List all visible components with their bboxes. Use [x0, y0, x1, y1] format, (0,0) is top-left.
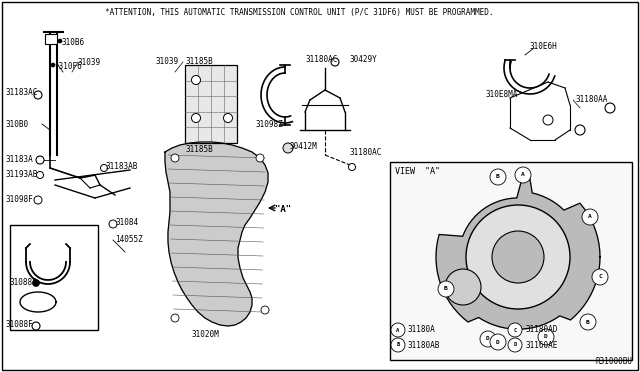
Text: 31098Z: 31098Z: [255, 120, 283, 129]
Text: 31088E: 31088E: [10, 278, 38, 287]
Text: 31183AC: 31183AC: [5, 88, 37, 97]
Text: A: A: [521, 173, 525, 177]
Circle shape: [466, 205, 570, 309]
Text: 30412M: 30412M: [290, 142, 317, 151]
Text: 31084: 31084: [115, 218, 138, 227]
Text: A: A: [588, 215, 592, 219]
Bar: [390, 162, 632, 360]
Circle shape: [605, 103, 615, 113]
Circle shape: [256, 154, 264, 162]
Circle shape: [34, 196, 42, 204]
Text: R31000BU: R31000BU: [595, 357, 632, 366]
Text: 310E8MA: 310E8MA: [485, 90, 517, 99]
Circle shape: [490, 334, 506, 350]
Text: "A": "A": [275, 205, 291, 214]
Text: 31180AB: 31180AB: [408, 340, 440, 350]
Text: 31020M: 31020M: [192, 330, 220, 339]
Circle shape: [109, 220, 117, 228]
Text: 31180A: 31180A: [408, 326, 436, 334]
Text: B: B: [444, 286, 448, 292]
Circle shape: [580, 314, 596, 330]
Text: 310B6: 310B6: [62, 38, 85, 47]
Text: 31039: 31039: [78, 58, 101, 67]
Text: *ATTENTION, THIS AUTOMATIC TRANSMISSION CONTROL UNIT (P/C 31DF6) MUST BE PROGRAM: *ATTENTION, THIS AUTOMATIC TRANSMISSION …: [105, 8, 493, 17]
Circle shape: [538, 329, 554, 345]
Circle shape: [58, 39, 62, 43]
Text: D: D: [486, 337, 490, 341]
Text: D: D: [496, 340, 500, 344]
Circle shape: [51, 63, 55, 67]
Text: 31180AD: 31180AD: [525, 326, 557, 334]
Circle shape: [261, 306, 269, 314]
Circle shape: [36, 171, 44, 179]
Text: C: C: [513, 327, 516, 333]
Text: B: B: [586, 320, 590, 324]
Text: D: D: [513, 343, 516, 347]
Text: 31193AB: 31193AB: [5, 170, 37, 179]
Circle shape: [171, 314, 179, 322]
Text: 31185B: 31185B: [185, 57, 212, 66]
Circle shape: [32, 322, 40, 330]
Text: B: B: [396, 343, 399, 347]
Text: 31183A: 31183A: [5, 155, 33, 164]
Polygon shape: [165, 142, 268, 326]
Circle shape: [543, 115, 553, 125]
Circle shape: [349, 164, 355, 170]
Bar: [10, 225, 98, 330]
Text: •310F6: •310F6: [55, 62, 83, 71]
Circle shape: [100, 164, 108, 171]
Circle shape: [582, 209, 598, 225]
Text: A: A: [396, 327, 399, 333]
Circle shape: [33, 279, 40, 286]
Bar: [45, 34, 57, 44]
Text: VIEW  "A": VIEW "A": [395, 167, 440, 176]
Text: 31183AB: 31183AB: [105, 162, 138, 171]
Text: 31180AC: 31180AC: [305, 55, 337, 64]
Text: 31160AE: 31160AE: [525, 340, 557, 350]
Text: 31098F: 31098F: [5, 195, 33, 204]
Circle shape: [34, 91, 42, 99]
Text: 310B0: 310B0: [5, 120, 28, 129]
Circle shape: [331, 58, 339, 66]
Circle shape: [191, 76, 200, 84]
Circle shape: [223, 113, 232, 122]
Text: D: D: [544, 334, 548, 340]
Text: B: B: [496, 174, 500, 180]
Circle shape: [445, 269, 481, 305]
Text: 30429Y: 30429Y: [350, 55, 378, 64]
Text: 31088F: 31088F: [5, 320, 33, 329]
Circle shape: [438, 281, 454, 297]
Circle shape: [283, 143, 293, 153]
Text: 31039: 31039: [155, 57, 178, 66]
Text: 310E6H: 310E6H: [530, 42, 557, 51]
Circle shape: [36, 156, 44, 164]
Circle shape: [492, 231, 544, 283]
Circle shape: [391, 338, 405, 352]
Circle shape: [515, 167, 531, 183]
Text: C: C: [598, 275, 602, 279]
Text: 31180AC: 31180AC: [350, 148, 382, 157]
Bar: [185, 65, 237, 143]
Circle shape: [391, 323, 405, 337]
Text: 14055Z: 14055Z: [115, 235, 143, 244]
Circle shape: [592, 269, 608, 285]
Circle shape: [490, 169, 506, 185]
Text: 31185B: 31185B: [185, 145, 212, 154]
Circle shape: [508, 323, 522, 337]
Polygon shape: [436, 175, 600, 329]
Circle shape: [191, 113, 200, 122]
Text: 31180AA: 31180AA: [575, 95, 607, 104]
Circle shape: [508, 338, 522, 352]
Circle shape: [575, 125, 585, 135]
Circle shape: [171, 154, 179, 162]
Circle shape: [480, 331, 496, 347]
